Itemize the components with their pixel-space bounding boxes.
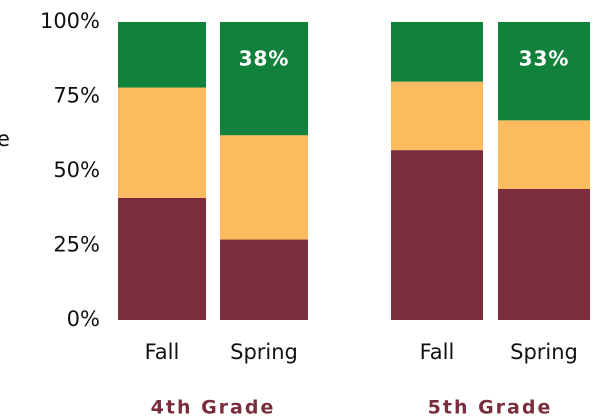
- bar-segment: [118, 197, 206, 320]
- y-tick-label: 75%: [53, 84, 100, 108]
- bar-segment: [391, 81, 483, 151]
- bar-segment: [498, 120, 590, 189]
- panel-title: 5th Grade: [428, 397, 553, 419]
- x-tick-label: Fall: [145, 340, 180, 364]
- bar-segment: [118, 22, 206, 88]
- y-tick-label: 0%: [67, 307, 100, 331]
- panel-title: 4th Grade: [151, 397, 276, 419]
- value-label: 38%: [239, 47, 290, 71]
- y-tick-label: 50%: [53, 158, 100, 182]
- bar-segment: [498, 22, 590, 121]
- bar-segment: [220, 22, 308, 136]
- bar-segment: [118, 87, 206, 198]
- bar-segment: [220, 239, 308, 320]
- x-tick-label: Spring: [510, 340, 578, 364]
- bar-segment: [391, 22, 483, 82]
- y-tick-label: 25%: [53, 233, 100, 257]
- bar-segment: [498, 188, 590, 320]
- bar-segment: [220, 135, 308, 240]
- y-axis-label: e: [0, 127, 10, 151]
- x-tick-label: Spring: [230, 340, 298, 364]
- x-tick-label: Fall: [420, 340, 455, 364]
- value-label: 33%: [519, 47, 570, 71]
- y-tick-label: 100%: [40, 9, 100, 33]
- bar-segment: [391, 150, 483, 320]
